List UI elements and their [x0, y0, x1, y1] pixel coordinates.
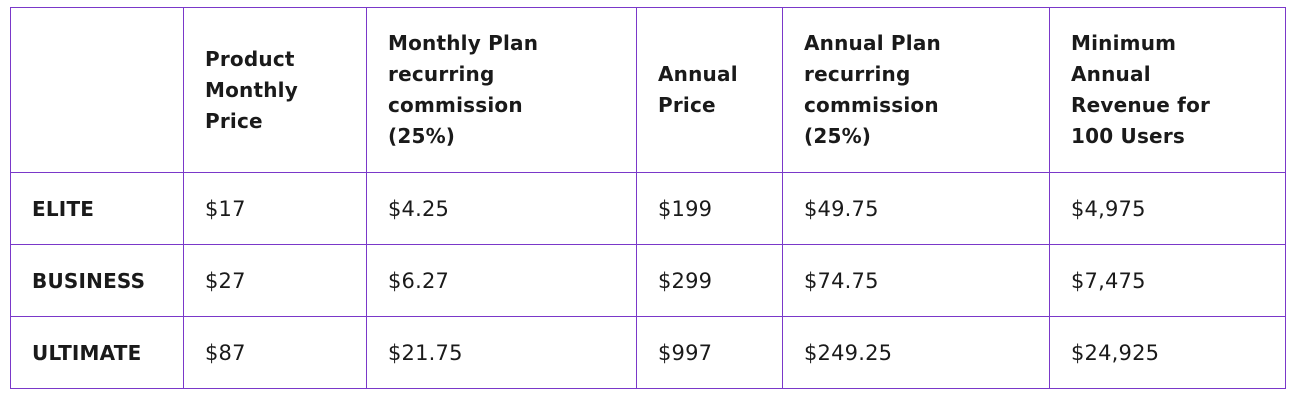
tier-label-cell: BUSINESS	[10, 244, 184, 317]
annual-commission-cell: $74.75	[782, 244, 1050, 317]
monthly-commission-cell: $6.27	[366, 244, 637, 317]
tier-label-cell: ULTIMATE	[10, 316, 184, 389]
annual-price-cell: $997	[636, 316, 783, 389]
monthly-price-cell: $87	[183, 316, 367, 389]
table-row-business: BUSINESS $27 $6.27 $299 $74.75 $7,475	[10, 244, 1286, 317]
header-cell-product-monthly-price: Product Monthly Price	[183, 7, 367, 173]
tier-label-cell: ELITE	[10, 172, 184, 245]
annual-price-cell: $299	[636, 244, 783, 317]
monthly-price-cell: $27	[183, 244, 367, 317]
monthly-commission-cell: $21.75	[366, 316, 637, 389]
minimum-revenue-cell: $7,475	[1049, 244, 1286, 317]
minimum-revenue-cell: $4,975	[1049, 172, 1286, 245]
header-cell-minimum-annual-revenue: Minimum Annual Revenue for 100 Users	[1049, 7, 1286, 173]
monthly-commission-cell: $4.25	[366, 172, 637, 245]
header-cell-monthly-plan-commission: Monthly Plan recurring commission (25%)	[366, 7, 637, 173]
pricing-commission-table: Product Monthly Price Monthly Plan recur…	[10, 7, 1286, 389]
monthly-price-cell: $17	[183, 172, 367, 245]
header-cell-annual-plan-commission: Annual Plan recurring commission (25%)	[782, 7, 1050, 173]
header-cell-annual-price: Annual Price	[636, 7, 783, 173]
minimum-revenue-cell: $24,925	[1049, 316, 1286, 389]
table-row-ultimate: ULTIMATE $87 $21.75 $997 $249.25 $24,925	[10, 316, 1286, 389]
annual-price-cell: $199	[636, 172, 783, 245]
annual-commission-cell: $249.25	[782, 316, 1050, 389]
header-cell-empty	[10, 7, 184, 173]
pricing-table-container: Product Monthly Price Monthly Plan recur…	[10, 7, 1286, 389]
table-row-elite: ELITE $17 $4.25 $199 $49.75 $4,975	[10, 172, 1286, 245]
header-row: Product Monthly Price Monthly Plan recur…	[10, 7, 1286, 173]
annual-commission-cell: $49.75	[782, 172, 1050, 245]
